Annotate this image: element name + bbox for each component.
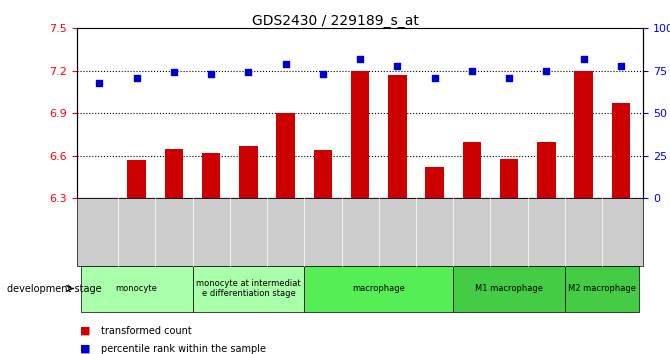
Bar xyxy=(537,142,555,198)
Text: ■: ■ xyxy=(80,344,91,354)
Text: development stage: development stage xyxy=(7,284,101,293)
Bar xyxy=(425,167,444,198)
Bar xyxy=(276,113,295,198)
Bar xyxy=(462,142,481,198)
Point xyxy=(504,75,515,80)
Point xyxy=(466,68,477,74)
Bar xyxy=(202,153,220,198)
Text: ■: ■ xyxy=(80,326,91,336)
Text: M2 macrophage: M2 macrophage xyxy=(568,284,636,293)
Point xyxy=(243,70,254,75)
Point xyxy=(392,63,403,69)
Text: monocyte at intermediat
e differentiation stage: monocyte at intermediat e differentiatio… xyxy=(196,279,301,298)
Bar xyxy=(574,71,593,198)
Text: transformed count: transformed count xyxy=(100,326,191,336)
Text: percentile rank within the sample: percentile rank within the sample xyxy=(100,344,265,354)
Bar xyxy=(612,103,630,198)
Point xyxy=(355,56,366,62)
Bar xyxy=(127,160,146,198)
Text: monocyte: monocyte xyxy=(116,284,157,293)
Point xyxy=(206,72,216,77)
Bar xyxy=(351,71,369,198)
Text: macrophage: macrophage xyxy=(352,284,405,293)
Point xyxy=(280,61,291,67)
Text: GDS2430 / 229189_s_at: GDS2430 / 229189_s_at xyxy=(251,14,419,28)
Bar xyxy=(388,75,407,198)
Point xyxy=(94,80,105,86)
Bar xyxy=(239,146,258,198)
Point xyxy=(169,70,180,75)
Point xyxy=(541,68,551,74)
Point xyxy=(578,56,589,62)
Point xyxy=(318,72,328,77)
Bar xyxy=(500,159,519,198)
Point xyxy=(616,63,626,69)
Bar xyxy=(314,150,332,198)
Text: M1 macrophage: M1 macrophage xyxy=(475,284,543,293)
Point xyxy=(131,75,142,80)
Point xyxy=(429,75,440,80)
Bar xyxy=(165,149,183,198)
